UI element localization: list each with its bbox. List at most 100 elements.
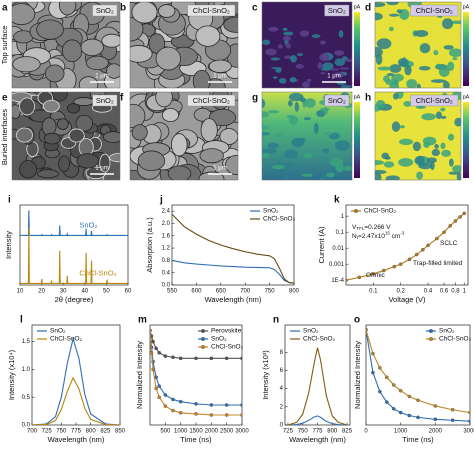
blob	[396, 9, 403, 14]
grain	[130, 45, 153, 63]
annotation: Trap-filled limited	[413, 260, 463, 267]
tag: SnO₂	[96, 6, 114, 15]
y-axis-label: Normalized Intensity	[135, 341, 144, 409]
y-tick-label: 1.6	[162, 233, 171, 239]
grain	[12, 104, 21, 119]
x-axis-label: Time (ns)	[180, 435, 212, 444]
blob	[333, 50, 345, 56]
series-line	[366, 329, 470, 422]
grain	[199, 148, 224, 164]
legend-label: SnO₂	[303, 328, 319, 335]
data-point	[178, 399, 183, 404]
y-tick-label: 1.2	[162, 246, 171, 252]
panel-letter: g	[252, 93, 258, 104]
data-point	[462, 211, 466, 216]
blob	[306, 78, 312, 83]
x-tick-label: 550	[167, 289, 178, 295]
blob	[386, 2, 399, 6]
blob	[313, 122, 319, 134]
blob	[283, 55, 293, 60]
image-border	[261, 1, 353, 89]
grain	[12, 56, 41, 73]
blob	[320, 68, 331, 71]
data-point	[171, 355, 175, 359]
image-border	[11, 91, 121, 181]
data-point	[385, 400, 389, 404]
grain	[130, 103, 146, 128]
grain	[66, 103, 81, 114]
blob	[375, 2, 386, 8]
blob	[375, 12, 383, 21]
panel-letter: k	[334, 195, 340, 206]
data-point	[178, 411, 183, 415]
legend-marker	[201, 337, 205, 341]
blob	[283, 173, 290, 180]
blob	[262, 132, 270, 136]
annotation-part: cm	[390, 233, 400, 240]
plot-frame	[19, 204, 129, 286]
annotation: SCLC	[440, 240, 458, 247]
blob	[345, 58, 352, 63]
series-line	[20, 227, 128, 285]
annotation-part: =0.266 V	[364, 224, 391, 231]
grain	[155, 46, 181, 71]
colorbar-unit: pA	[354, 94, 361, 100]
blob	[435, 63, 443, 68]
data-point	[378, 389, 382, 394]
grain	[61, 39, 83, 63]
data-point	[224, 403, 229, 407]
chart: m 500 1000 1500 2000 2500 3000 Time (ns) Normali…	[135, 315, 249, 444]
blob	[296, 53, 304, 57]
blob	[286, 115, 296, 119]
x-tick-label: 750	[56, 429, 67, 435]
data-point	[154, 386, 158, 391]
tag-box	[410, 4, 459, 17]
legend-label: ChCl-SnO₂	[79, 268, 116, 277]
annotation-part: Trap-filled limited	[413, 260, 463, 267]
y-tick-label: 2.0	[162, 221, 171, 227]
image-panel: h ChCl-SnO₂ pA	[365, 91, 470, 181]
blob	[338, 30, 344, 38]
y-axis-label: Intensity (x10⁴)	[7, 349, 16, 400]
blob	[385, 175, 400, 180]
blob	[289, 77, 297, 83]
x-tick-label: 3000	[463, 429, 474, 435]
x-tick-label: 825	[100, 429, 111, 435]
series-line	[32, 336, 120, 425]
scalebar-label: 1 μm	[327, 74, 340, 80]
blob	[440, 107, 446, 112]
blob	[262, 39, 271, 45]
data-point	[240, 413, 242, 417]
grain	[43, 99, 60, 113]
data-point	[371, 370, 375, 375]
data-point	[194, 356, 198, 361]
image	[262, 2, 352, 88]
colorbar	[354, 12, 360, 86]
data-point	[392, 264, 397, 269]
blob	[317, 62, 323, 70]
grain	[131, 124, 148, 141]
data-point	[151, 339, 155, 344]
legend-label: ChCl-SnO₂	[50, 336, 83, 343]
blob	[275, 133, 283, 139]
grain	[106, 63, 120, 79]
legend-marker	[354, 209, 358, 213]
data-point	[171, 397, 175, 402]
data-point	[433, 404, 438, 408]
x-tick-label: 10	[17, 289, 24, 295]
blob	[295, 64, 305, 69]
data-point	[357, 275, 362, 280]
data-point	[209, 403, 214, 407]
grain	[161, 108, 179, 123]
panel-letter: e	[2, 93, 8, 104]
blob	[290, 54, 297, 63]
y-tick-label: 0	[280, 423, 284, 429]
legend-label: ChCl-SnO₂	[211, 344, 244, 351]
blob	[404, 65, 412, 76]
blob	[267, 142, 279, 149]
blob	[329, 157, 343, 167]
data-point	[371, 351, 375, 356]
x-tick-label: 700	[27, 429, 38, 435]
image	[12, 92, 120, 180]
data-point	[426, 243, 430, 248]
